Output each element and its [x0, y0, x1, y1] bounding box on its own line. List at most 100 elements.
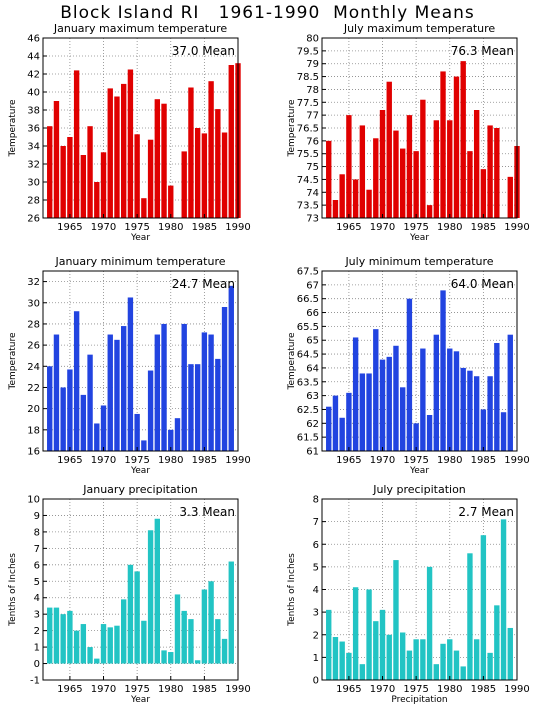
bar	[413, 639, 419, 680]
bar	[141, 198, 147, 218]
y-tick-label: 75.5	[297, 149, 319, 160]
bar	[60, 614, 66, 664]
bar	[114, 625, 120, 664]
bar	[87, 647, 93, 664]
bar	[127, 297, 134, 451]
y-tick-label: 10	[27, 495, 40, 506]
y-tick-label: 3	[313, 608, 319, 619]
x-tick-label: 1990	[225, 222, 250, 233]
bar	[47, 607, 53, 664]
bar	[467, 370, 473, 451]
bar	[154, 334, 160, 451]
bar	[194, 660, 201, 664]
bar	[221, 307, 228, 451]
bar	[460, 61, 466, 219]
bar	[228, 65, 234, 218]
x-tick-label: 1965	[57, 455, 82, 466]
bar	[134, 134, 140, 218]
bar	[208, 581, 214, 664]
x-tick-label: 1975	[124, 684, 149, 695]
y-tick-label: 66.5	[297, 294, 319, 305]
bar	[194, 364, 201, 451]
bar	[100, 405, 107, 451]
bar	[379, 110, 386, 218]
bar	[154, 99, 160, 218]
bar	[168, 429, 174, 451]
mean-label: 3.3 Mean	[179, 505, 235, 519]
y-tick-label: 73.5	[297, 201, 319, 212]
x-tick-label: 1985	[192, 684, 217, 695]
bar	[433, 334, 439, 451]
bar	[406, 650, 413, 680]
bar	[47, 126, 53, 218]
bar	[201, 589, 208, 664]
chart-title: July maximum temperature	[343, 22, 496, 35]
bar	[379, 609, 386, 680]
y-tick-label: 79.5	[297, 46, 319, 57]
bar	[100, 152, 107, 218]
plot-frame	[42, 270, 239, 452]
plot-frame	[42, 498, 239, 681]
bar	[332, 395, 339, 451]
bar	[121, 326, 127, 451]
bar	[494, 605, 500, 680]
bar	[366, 189, 372, 218]
y-tick-label: 67	[306, 280, 319, 291]
plot-frame	[321, 270, 518, 452]
bar	[473, 639, 480, 680]
y-axis-label: Temperature	[287, 99, 297, 157]
x-tick-label: 1970	[91, 455, 116, 466]
x-tick-label: 1970	[91, 222, 116, 233]
bar	[94, 182, 100, 218]
page-title: Block Island RI 1961-1990 Monthly Means	[60, 3, 475, 23]
bar	[154, 518, 160, 664]
x-tick-label: 1990	[225, 684, 250, 695]
bar	[147, 370, 154, 451]
x-tick-label: 1965	[336, 455, 361, 466]
bar	[114, 339, 120, 451]
chart-title: January minimum temperature	[54, 255, 225, 268]
bar	[67, 137, 73, 218]
bar	[181, 323, 187, 451]
x-tick-label: 1990	[504, 455, 529, 466]
x-tick-label: 1980	[158, 684, 183, 695]
y-tick-label: 8	[34, 527, 40, 538]
bar	[346, 652, 352, 680]
y-tick-label: 46	[27, 34, 40, 45]
bar	[215, 109, 221, 218]
y-tick-label: 18	[27, 425, 40, 436]
y-tick-label: 76	[306, 136, 319, 147]
bar	[426, 205, 433, 218]
bar	[114, 96, 120, 218]
bar	[386, 81, 392, 218]
bar	[346, 115, 352, 218]
x-tick-label: 1985	[471, 222, 496, 233]
bar	[107, 88, 113, 219]
y-tick-label: 63	[306, 391, 319, 402]
x-tick-label: 1975	[403, 222, 428, 233]
bar	[215, 619, 221, 664]
bar	[181, 610, 187, 664]
y-tick-label: 75	[306, 162, 319, 173]
y-axis-label: Tenths of Inches	[8, 553, 18, 627]
x-tick-label: 1970	[370, 684, 395, 695]
y-tick-label: 2	[34, 626, 40, 637]
chart-jul-min: 61 61.5 62 62.5 63 63.5 64 64.5 65 65.5 66 66.5 67 67…	[287, 255, 530, 476]
x-tick-label: 1980	[158, 222, 183, 233]
y-tick-label: 1	[34, 643, 40, 654]
bar	[326, 140, 332, 218]
y-tick-label: 64	[306, 363, 319, 374]
bar	[453, 351, 460, 451]
bar	[386, 356, 392, 451]
y-axis-label: Temperature	[8, 99, 18, 157]
bar	[326, 406, 332, 451]
x-tick-label: 1975	[124, 455, 149, 466]
y-tick-label: 30	[27, 178, 40, 189]
bar	[426, 566, 433, 680]
mean-label: 37.0 Mean	[172, 44, 235, 58]
bar	[453, 650, 460, 680]
y-tick-label: 62.5	[297, 405, 319, 416]
bar	[352, 179, 359, 218]
